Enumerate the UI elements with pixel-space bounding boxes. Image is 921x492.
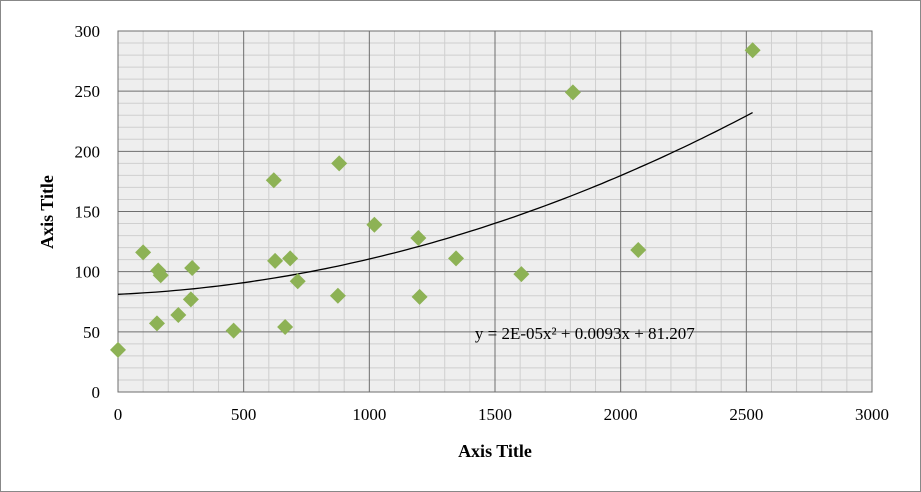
data-point <box>170 306 187 323</box>
plot-border <box>117 30 873 393</box>
y-tick-label: 100 <box>75 263 101 282</box>
x-tick-labels: 0 500 1000 1500 2000 2500 3000 <box>114 405 889 424</box>
data-point <box>564 84 581 101</box>
data-point <box>148 315 165 332</box>
data-point <box>410 229 427 246</box>
data-point <box>110 341 126 358</box>
data-point <box>152 267 169 284</box>
data-point <box>448 250 465 267</box>
data-point <box>277 319 294 336</box>
data-point <box>225 322 242 339</box>
data-point <box>267 252 284 269</box>
y-tick-label: 300 <box>75 22 101 41</box>
data-point <box>744 42 761 59</box>
data-point <box>513 266 530 283</box>
y-axis-title: Axis Title <box>37 175 57 249</box>
data-point <box>331 155 348 172</box>
data-point <box>182 291 199 308</box>
trendline <box>117 112 753 295</box>
data-point <box>265 172 282 189</box>
x-tick-label: 1500 <box>478 405 512 424</box>
x-tick-label: 2500 <box>729 405 763 424</box>
data-point <box>184 260 201 277</box>
y-tick-labels: 0 50 100 150 200 250 300 <box>75 22 101 402</box>
x-axis-title: Axis Title <box>458 441 532 461</box>
data-point <box>135 244 152 261</box>
data-point <box>366 216 383 233</box>
x-tick-label: 2000 <box>604 405 638 424</box>
x-tick-label: 0 <box>114 405 123 424</box>
y-tick-label: 250 <box>75 82 101 101</box>
data-points <box>110 42 761 358</box>
y-tick-label: 200 <box>75 142 101 161</box>
x-tick-label: 1000 <box>352 405 386 424</box>
x-tick-label: 3000 <box>855 405 889 424</box>
data-point <box>282 250 299 267</box>
data-point <box>411 288 428 305</box>
y-tick-label: 50 <box>83 323 100 342</box>
data-point <box>630 242 647 259</box>
y-tick-label: 0 <box>92 383 101 402</box>
data-point <box>289 273 306 290</box>
y-tick-label: 150 <box>75 203 101 222</box>
data-point <box>329 287 346 304</box>
trendline-equation: y = 2E-05x² + 0.0093x + 81.207 <box>475 324 695 343</box>
x-tick-label: 500 <box>231 405 257 424</box>
